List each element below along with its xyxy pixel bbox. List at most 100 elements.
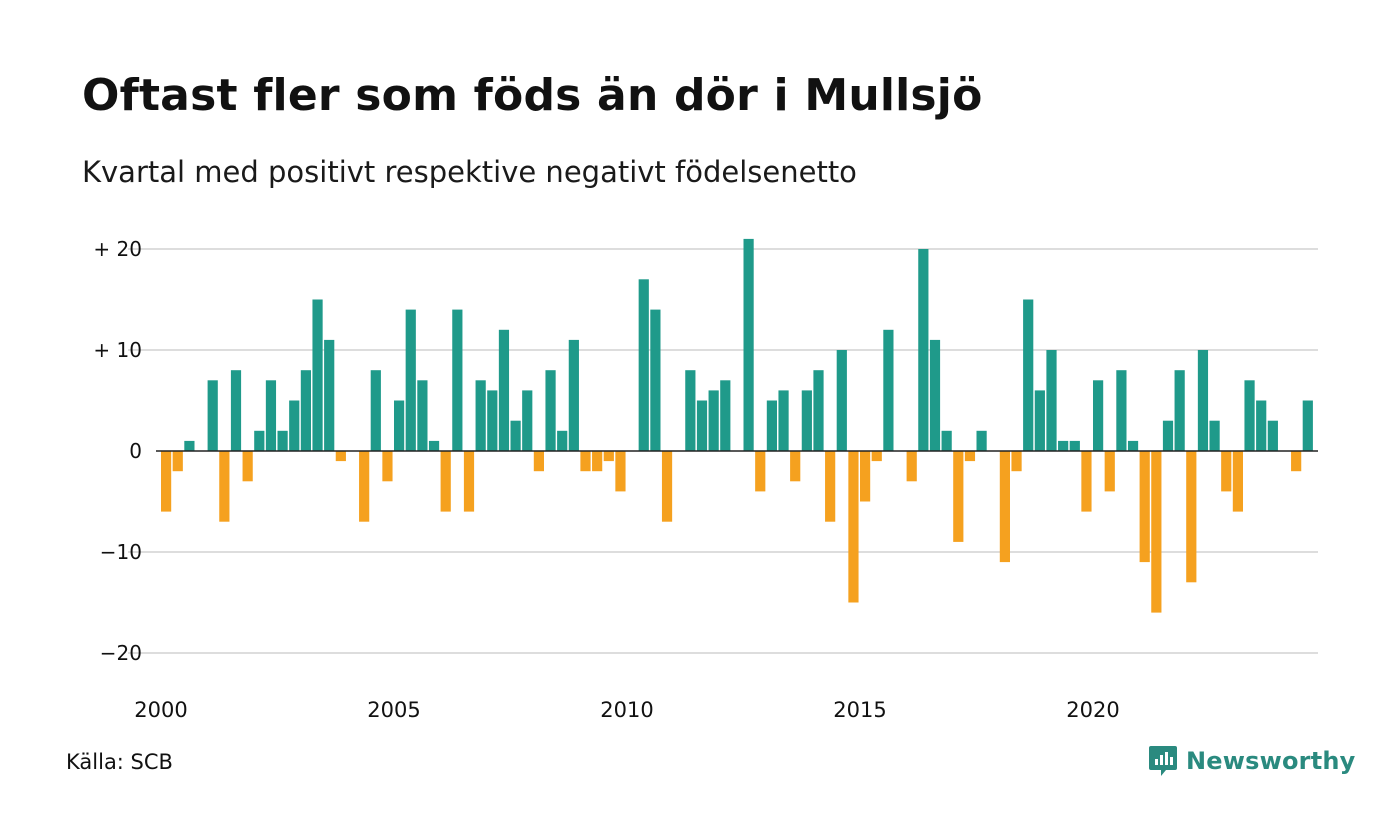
bar-positive: [638, 279, 649, 451]
bar-negative: [219, 451, 230, 522]
bar-positive: [184, 440, 195, 451]
bar-positive: [720, 380, 731, 451]
bar-positive: [801, 390, 812, 451]
bar-positive: [685, 370, 696, 451]
bar-negative: [825, 451, 836, 522]
bar-positive: [510, 420, 521, 451]
bar-negative: [603, 451, 614, 462]
bar-positive: [324, 339, 335, 451]
bar-negative: [1291, 451, 1302, 472]
bar-negative: [161, 451, 172, 512]
bar-positive: [557, 430, 568, 451]
bar-positive: [1197, 350, 1209, 451]
bar-negative: [580, 451, 591, 472]
bar-positive: [370, 370, 381, 451]
bar-positive: [498, 329, 510, 451]
brand-name: Newsworthy: [1186, 747, 1356, 775]
bar-negative: [964, 451, 976, 462]
source-note: Källa: SCB: [66, 750, 173, 774]
bar-negative: [1151, 451, 1162, 613]
bar-negative: [1081, 451, 1092, 512]
bar-positive: [1069, 440, 1080, 451]
bar-positive: [428, 440, 440, 451]
bar-positive: [1256, 400, 1267, 451]
chart-subtitle: Kvartal med positivt respektive negativt…: [82, 155, 857, 189]
y-tick-label: + 10: [93, 338, 142, 362]
y-tick-label: + 20: [93, 237, 142, 261]
bar-positive: [289, 400, 300, 451]
bar-negative: [860, 451, 871, 502]
y-axis-labels: + 20 + 10 0 −10 −20: [93, 237, 142, 665]
bar-positive: [766, 400, 777, 451]
bar-negative: [999, 451, 1010, 563]
bar-positive: [1116, 370, 1127, 451]
bar-positive: [918, 249, 929, 451]
bar-positive: [522, 390, 533, 451]
bar-chart: + 20 + 10 0 −10 −20 2000 2005 2010 2015 2020: [93, 237, 1318, 722]
bar-negative: [1186, 451, 1197, 583]
bar-positive: [1127, 440, 1139, 451]
bar-negative: [871, 451, 882, 462]
bar-positive: [300, 370, 311, 451]
bar-negative: [533, 451, 544, 472]
bar-positive: [1209, 420, 1220, 451]
bar-negative: [335, 451, 346, 462]
bar-positive: [545, 370, 556, 451]
bar-positive: [475, 380, 486, 451]
bar-positive: [277, 430, 288, 451]
bar-positive: [254, 430, 265, 451]
grid-lines: [128, 248, 1318, 654]
bar-negative: [1232, 451, 1243, 512]
bar-positive: [1162, 420, 1174, 451]
bar-negative: [1011, 451, 1022, 472]
brand-logo[interactable]: Newsworthy: [1148, 744, 1356, 778]
bar-positive: [1023, 299, 1034, 451]
bar-negative: [615, 451, 626, 492]
bar-positive: [265, 380, 277, 451]
bar-positive: [941, 430, 952, 451]
bar-negative: [953, 451, 964, 542]
bar-positive: [696, 400, 708, 451]
bar-positive: [568, 339, 579, 451]
bar-positive: [207, 380, 218, 451]
bar-positive: [1302, 400, 1313, 451]
x-tick-label: 2015: [833, 698, 886, 722]
bar-negative: [790, 451, 801, 482]
bar-positive: [976, 430, 987, 451]
bar-negative: [755, 451, 766, 492]
bar-negative: [242, 451, 253, 482]
bar-negative: [661, 451, 673, 522]
bar-positive: [1244, 380, 1255, 451]
bar-positive: [708, 390, 719, 451]
bar-negative: [1221, 451, 1232, 492]
x-axis-labels: 2000 2005 2010 2015 2020: [134, 698, 1119, 722]
bar-positive: [1174, 370, 1185, 451]
bar-negative: [440, 451, 451, 512]
bar-negative: [172, 451, 183, 472]
bar-positive: [743, 238, 754, 451]
bar-negative: [848, 451, 859, 603]
bar-negative: [906, 451, 917, 482]
bar-positive: [883, 329, 894, 451]
bar-negative: [463, 451, 475, 512]
bar-positive: [778, 390, 789, 451]
bar-negative: [1104, 451, 1115, 492]
bar-positive: [394, 400, 405, 451]
chart-title: Oftast fler som föds än dör i Mullsjö: [82, 70, 983, 121]
bars: [161, 238, 1313, 613]
bar-positive: [312, 299, 323, 451]
bar-positive: [487, 390, 498, 451]
newsworthy-logo-icon: [1149, 746, 1177, 776]
bar-negative: [1139, 451, 1150, 563]
bar-positive: [929, 339, 941, 451]
y-tick-label: 0: [129, 439, 142, 463]
bar-negative: [592, 451, 603, 472]
bar-positive: [836, 350, 847, 451]
bar-positive: [1046, 350, 1057, 451]
y-tick-label: −10: [100, 540, 142, 564]
bar-positive: [405, 309, 416, 451]
bar-positive: [1058, 440, 1069, 451]
bar-positive: [1093, 380, 1104, 451]
x-tick-label: 2010: [600, 698, 653, 722]
bar-negative: [382, 451, 393, 482]
